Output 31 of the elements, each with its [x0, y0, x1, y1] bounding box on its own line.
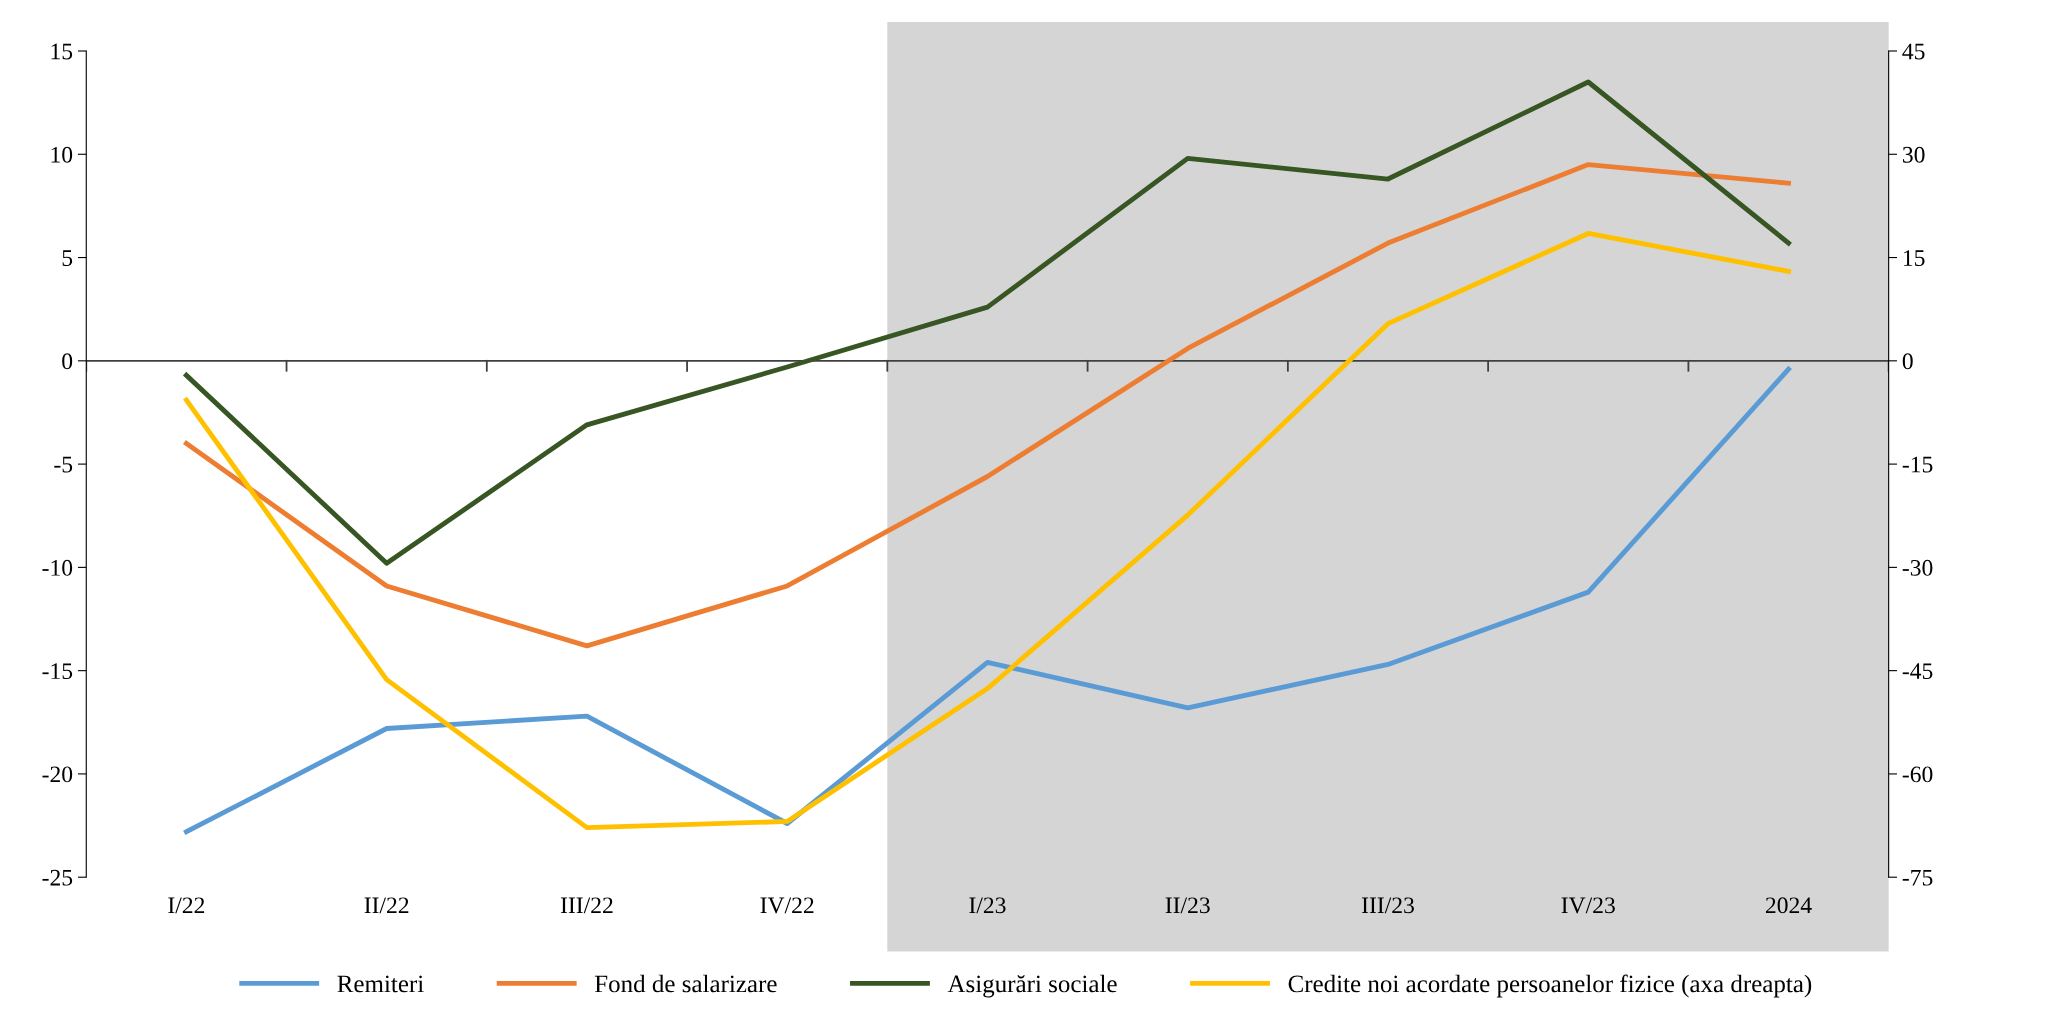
legend-label: Fond de salarizare	[594, 974, 777, 993]
y-tick-label: -25	[42, 869, 73, 886]
y-tick-label: -10	[42, 559, 73, 576]
y-tick-label: -15	[42, 663, 73, 680]
x-tick-label: IV/22	[760, 897, 814, 914]
legend-label: Remiteri	[337, 975, 424, 993]
y-tick-label: 0	[62, 353, 73, 370]
x-tick-label: 2024	[1765, 897, 1812, 914]
y-tick-label: -20	[42, 766, 73, 783]
x-tick-label: I/23	[969, 897, 1006, 914]
y2-tick-label: -30	[1902, 559, 1933, 576]
y-tick-label: 15	[51, 43, 73, 60]
y2-tick-label: 15	[1903, 250, 1925, 266]
x-tick-label: I/22	[168, 897, 205, 914]
x-tick-label: III/22	[560, 897, 613, 914]
y2-tick-label: 30	[1902, 146, 1925, 163]
legend-label: Credite noi acordate persoanelor fizice (axa dreapta)	[1288, 974, 1812, 998]
y2-tick-label: -15	[1902, 456, 1933, 473]
x-tick-label: II/23	[1165, 897, 1210, 914]
x-tick-label: III/23	[1361, 897, 1414, 914]
y2-tick-label: 45	[1902, 43, 1925, 60]
y2-tick-label: -75	[1902, 869, 1933, 886]
y-tick-label: -5	[54, 456, 73, 473]
y2-tick-label: 0	[1902, 353, 1913, 370]
y-tick-label: 10	[51, 146, 73, 163]
x-tick-label: II/22	[364, 897, 409, 914]
y2-tick-label: -60	[1902, 766, 1933, 783]
legend-label: Asigurări sociale	[947, 974, 1117, 998]
y-tick-label: 5	[62, 250, 73, 266]
x-tick-label: IV/23	[1561, 897, 1615, 914]
y2-tick-label: -45	[1902, 663, 1933, 680]
